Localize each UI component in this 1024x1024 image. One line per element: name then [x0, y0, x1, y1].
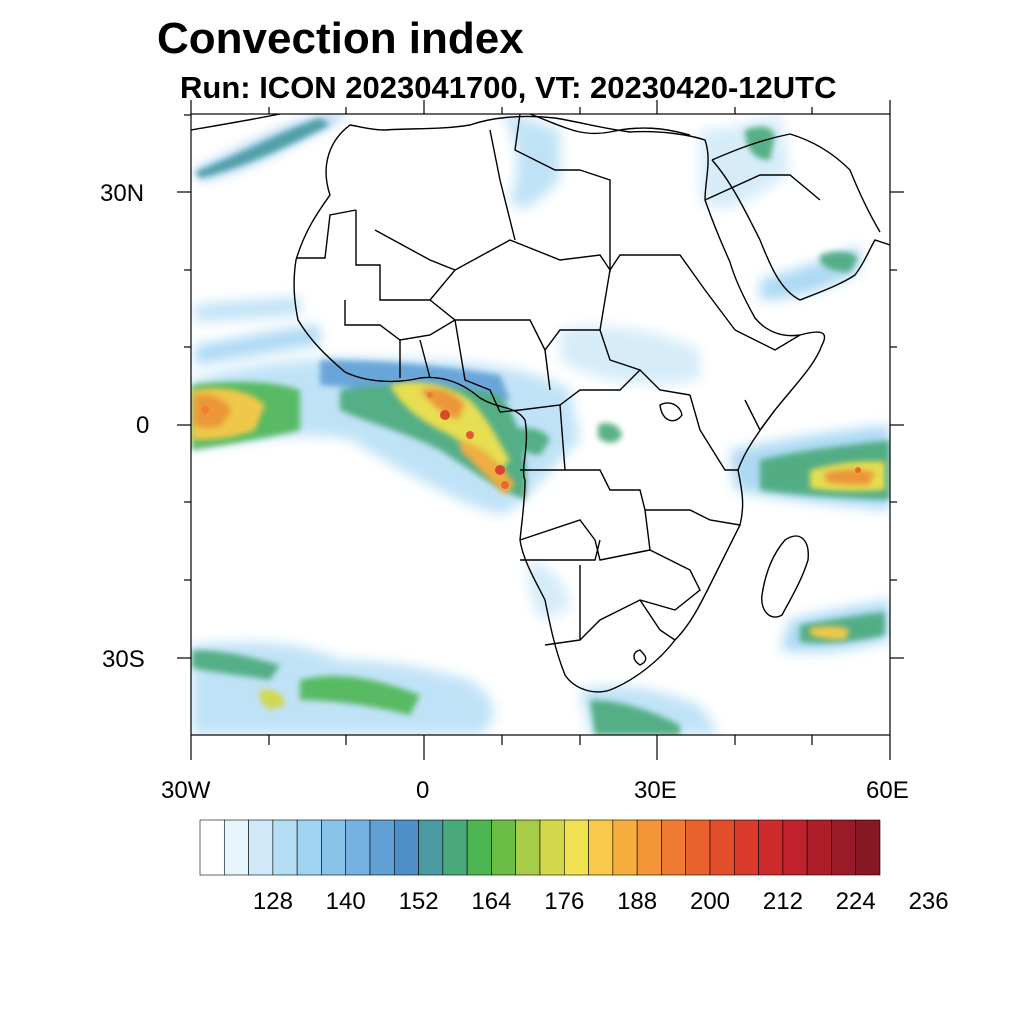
lon-label-60e: 60E: [866, 777, 909, 804]
country-boundaries: [191, 114, 890, 693]
colorbar-swatch: [369, 819, 395, 876]
colorbar-swatch: [515, 819, 541, 876]
colorbar-tick-label: 152: [398, 888, 439, 915]
colorbar-swatch: [272, 819, 298, 876]
colorbar-swatch: [418, 819, 444, 876]
colorbar-swatch: [199, 819, 225, 876]
colorbar-tick-label: 212: [762, 888, 803, 915]
colorbar-swatch: [709, 819, 735, 876]
colorbar-tick-label: 224: [835, 888, 876, 915]
convection-field: [192, 114, 890, 735]
colorbar-swatch: [758, 819, 784, 876]
colorbar-swatch: [296, 819, 322, 876]
colorbar-swatch: [831, 819, 857, 876]
colorbar-swatch: [442, 819, 468, 876]
colorbar-swatch: [685, 819, 711, 876]
colorbar-tick-label: 236: [908, 888, 949, 915]
colorbar-tick-label: 176: [544, 888, 585, 915]
lon-label-0: 0: [416, 777, 430, 804]
colorbar-tick-label: 164: [471, 888, 512, 915]
colorbar-swatch: [248, 819, 274, 876]
colorbar-swatch: [806, 819, 832, 876]
colorbar-swatch: [661, 819, 687, 876]
colorbar-tick-label: 128: [252, 888, 293, 915]
colorbar-swatch: [491, 819, 517, 876]
colorbar-tick-label: 140: [325, 888, 366, 915]
colorbar-tick-label: 188: [617, 888, 658, 915]
lat-label-30s: 30S: [102, 646, 145, 673]
colorbar-swatch: [588, 819, 614, 876]
colorbar-swatch: [539, 819, 565, 876]
lat-label-30n: 30N: [100, 180, 145, 207]
colorbar-swatch: [612, 819, 638, 876]
colorbar-tick-label: 200: [689, 888, 731, 915]
lon-label-30e: 30E: [634, 777, 677, 804]
chart-title: Convection index: [157, 14, 524, 63]
colorbar-swatch: [782, 819, 808, 876]
colorbar-swatch: [223, 819, 249, 876]
colorbar-swatch: [563, 819, 589, 876]
chart-subtitle: Run: ICON 2023041700, VT: 20230420-12UTC: [180, 70, 837, 105]
colorbar-swatch: [393, 819, 419, 876]
colorbar-swatch: [855, 819, 881, 876]
colorbar-swatch: [345, 819, 371, 876]
colorbar-swatch: [321, 819, 347, 876]
colorbar-swatch: [466, 819, 492, 876]
lon-label-30w: 30W: [161, 777, 211, 804]
colorbar: [199, 819, 881, 876]
colorbar-swatch: [636, 819, 662, 876]
lat-label-0: 0: [136, 412, 150, 439]
map-frame: [177, 100, 904, 760]
colorbar-swatch: [733, 819, 759, 876]
